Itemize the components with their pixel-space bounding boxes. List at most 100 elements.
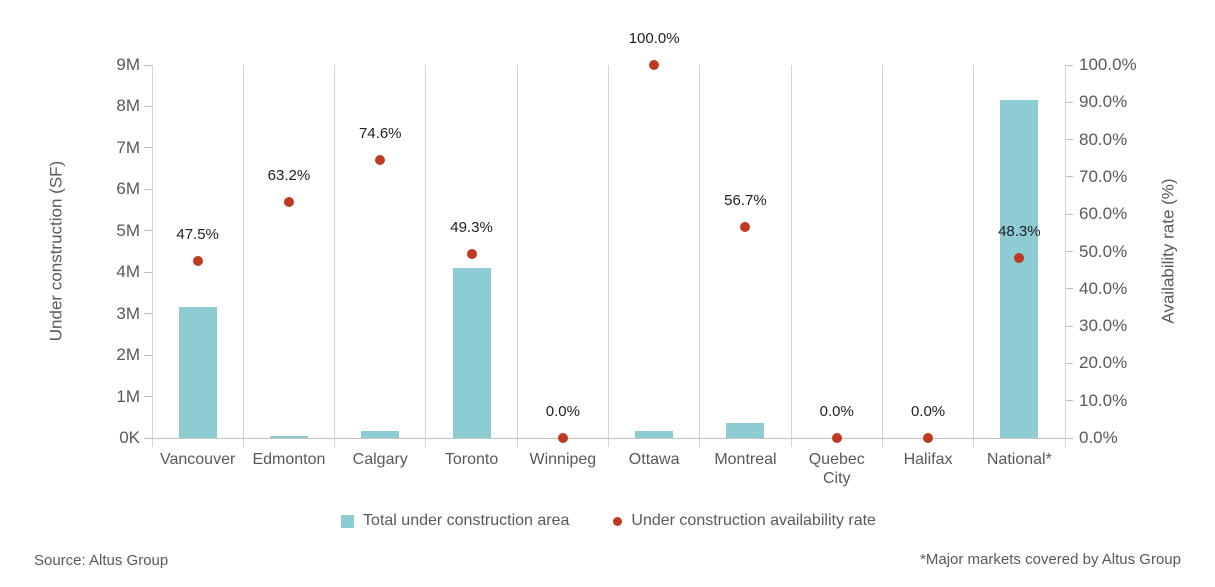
dot-quebec-city (831, 433, 842, 443)
dot-montreal (740, 221, 751, 232)
left-axis-tick (144, 147, 152, 149)
dot-vancouver (192, 255, 203, 266)
bar-montreal (726, 423, 765, 438)
bar-edmonton (269, 435, 308, 438)
column-separator (425, 65, 427, 447)
x-label-calgary: Calgary (352, 451, 408, 468)
right-axis-tick (1065, 101, 1073, 103)
column-separator (973, 65, 975, 447)
dot-calgary (375, 154, 386, 165)
dot-ottawa (649, 60, 660, 70)
left-axis-tick (144, 313, 152, 315)
dot-national (1014, 252, 1025, 263)
source-note: Source: Altus Group (34, 552, 169, 569)
right-axis-tick (1065, 139, 1073, 141)
left-axis-tick (144, 271, 152, 273)
column-separator (881, 65, 883, 447)
legend-label-bar-series: Total under construction area (363, 512, 570, 529)
left-axis-tick (144, 188, 152, 190)
right-axis-tick (1065, 251, 1073, 252)
right-axis-line (1064, 65, 1066, 447)
right-axis-tick-label: 0.0% (1079, 428, 1118, 447)
dot-toronto (466, 249, 477, 260)
value-label-ottawa: 100.0% (628, 30, 680, 47)
right-axis-tick-label: 90.0% (1079, 92, 1128, 112)
right-axis-tick-label: 40.0% (1079, 278, 1128, 298)
right-axis-tick-label: 70.0% (1079, 166, 1128, 186)
right-axis-tick-label: 100.0% (1079, 55, 1137, 74)
value-label-montreal: 56.7% (724, 191, 767, 209)
dot-edmonton (283, 197, 294, 208)
column-separator (790, 65, 792, 447)
column-separator (242, 65, 244, 447)
value-label-halifax: 0.0% (910, 403, 946, 420)
bar-ottawa (635, 430, 674, 438)
bar-toronto (452, 268, 491, 438)
column-separator (334, 65, 336, 447)
value-label-winnipeg: 0.0% (545, 403, 580, 420)
x-label-quebec-city: Quebec City (808, 451, 865, 487)
dot-halifax (923, 433, 934, 443)
dot-winnipeg (557, 433, 568, 443)
dot-series-swatch-icon (613, 516, 623, 526)
left-axis-tick-label: 9M (116, 55, 140, 74)
value-label-calgary: 74.6% (358, 124, 402, 142)
right-axis-tick (1065, 176, 1073, 178)
x-label-national: National* (986, 451, 1052, 468)
left-axis-line (151, 65, 153, 447)
right-axis-tick-label: 30.0% (1079, 316, 1128, 336)
right-axis-tick (1065, 362, 1073, 364)
bar-national (1000, 100, 1039, 438)
left-axis-tick (144, 105, 152, 107)
left-axis-tick-label: 5M (116, 220, 140, 240)
x-label-vancouver: Vancouver (159, 451, 236, 468)
right-axis-tick (1065, 400, 1073, 402)
left-axis-tick-label: 6M (116, 179, 140, 199)
right-axis-tick (1065, 64, 1073, 66)
left-axis-tick-label: 3M (116, 303, 140, 323)
column-separator (699, 65, 701, 447)
right-axis-tick-label: 80.0% (1079, 129, 1128, 149)
right-axis-tick (1065, 288, 1073, 290)
major-markets-note: *Major markets covered by Altus Group (920, 551, 1181, 568)
legend: Total under construction area Under cons… (152, 508, 1065, 534)
right-axis-tick-label: 20.0% (1079, 353, 1128, 373)
bar-series-swatch-icon (341, 514, 355, 528)
left-axis-tick (144, 437, 152, 439)
right-axis-tick-label: 60.0% (1079, 204, 1128, 224)
bar-vancouver (178, 307, 217, 438)
left-axis-tick-label: 0K (119, 428, 140, 447)
x-axis-line (144, 437, 1073, 439)
x-label-halifax: Halifax (903, 451, 953, 468)
legend-item-bar-series: Total under construction area (341, 512, 569, 530)
left-axis-tick (144, 354, 152, 356)
value-label-edmonton: 63.2% (267, 167, 311, 185)
legend-label-dot-series: Under construction availability rate (631, 512, 876, 529)
bar-calgary (361, 430, 400, 438)
left-axis-tick-label: 7M (116, 137, 140, 157)
value-label-toronto: 49.3% (450, 219, 493, 237)
right-axis-tick (1065, 325, 1073, 327)
column-separator (516, 65, 518, 447)
left-axis-tick-label: 1M (116, 386, 140, 406)
left-axis-tick-label: 8M (116, 96, 140, 116)
legend-item-dot-series: Under construction availability rate (613, 512, 876, 530)
x-label-ottawa: Ottawa (628, 451, 680, 468)
value-label-quebec-city: 0.0% (819, 403, 854, 420)
value-label-vancouver: 47.5% (176, 225, 219, 243)
right-axis-tick-label: 10.0% (1079, 390, 1128, 410)
left-axis-tick-label: 2M (116, 345, 140, 365)
left-axis-tick-label: 4M (116, 262, 140, 282)
left-axis-tick (144, 64, 152, 66)
left-axis-tick (144, 230, 152, 232)
x-label-toronto: Toronto (444, 451, 499, 468)
left-axis-tick (144, 396, 152, 398)
x-label-montreal: Montreal (714, 451, 777, 468)
value-label-national: 48.3% (998, 222, 1041, 240)
right-axis-tick (1065, 213, 1073, 215)
x-label-winnipeg: Winnipeg (529, 451, 597, 468)
right-axis-tick (1065, 437, 1073, 439)
right-axis-tick-label: 50.0% (1079, 241, 1128, 261)
